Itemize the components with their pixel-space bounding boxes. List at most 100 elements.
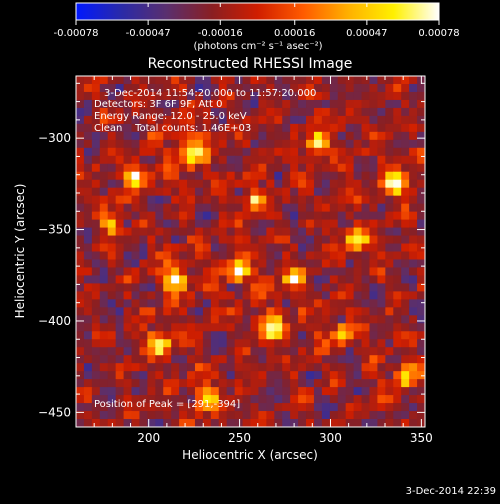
heatmap-cell: [401, 163, 410, 173]
heatmap-cell: [91, 91, 101, 101]
heatmap-cell: [401, 195, 410, 205]
heatmap-cell: [194, 299, 204, 308]
heatmap-cell: [115, 203, 125, 213]
heatmap-cell: [417, 155, 425, 165]
heatmap-cell: [306, 195, 315, 205]
heatmap-cell: [345, 76, 355, 85]
heatmap-cell: [99, 379, 109, 388]
heatmap-cell: [282, 219, 291, 229]
heatmap-cell: [210, 315, 220, 324]
heatmap-cell: [329, 99, 339, 109]
heatmap-cell: [417, 171, 425, 181]
heatmap-cell: [345, 179, 355, 189]
heatmap-cell: [155, 315, 164, 324]
heatmap-cell: [417, 139, 425, 149]
heatmap-cell: [187, 219, 196, 229]
heatmap-cell: [298, 419, 307, 427]
heatmap-cell: [385, 379, 394, 388]
heatmap-cell: [321, 355, 331, 364]
heatmap-cell: [329, 195, 339, 205]
heatmap-cell: [290, 387, 299, 396]
heatmap-cell: [321, 203, 331, 213]
heatmap-cell: [369, 171, 379, 181]
heatmap-cell: [131, 419, 141, 427]
heatmap-cell: [131, 371, 141, 380]
heatmap-cell: [155, 251, 164, 261]
heatmap-cell: [361, 267, 371, 277]
heatmap-cell: [179, 187, 188, 197]
heatmap-cell: [226, 91, 236, 101]
heatmap-cell: [313, 395, 323, 404]
heatmap-cell: [202, 91, 212, 101]
heatmap-cell: [290, 243, 299, 253]
heatmap-cell: [369, 347, 379, 356]
heatmap-cell: [210, 195, 220, 205]
heatmap-cell: [266, 387, 275, 396]
heatmap-cell: [163, 195, 172, 205]
heatmap-cell: [385, 323, 394, 332]
heatmap-cell: [202, 363, 212, 372]
heatmap-cell: [266, 355, 275, 364]
heatmap-cell: [345, 403, 355, 412]
heatmap-cell: [266, 259, 275, 269]
heatmap-cell: [266, 339, 275, 348]
heatmap-cell: [234, 171, 244, 181]
heatmap-cell: [321, 147, 331, 157]
heatmap-cell: [329, 147, 339, 157]
heatmap-cell: [202, 307, 212, 316]
heatmap-cell: [187, 299, 196, 308]
heatmap-cell: [393, 259, 402, 269]
heatmap-cell: [242, 291, 252, 300]
heatmap-cell: [242, 299, 252, 308]
heatmap-cell: [115, 339, 125, 348]
heatmap-cell: [194, 115, 204, 125]
heatmap-cell: [202, 291, 212, 300]
heatmap-cell: [218, 315, 228, 324]
heatmap-cell: [234, 99, 244, 109]
heatmap-cell: [123, 387, 133, 396]
heatmap-cell: [163, 163, 172, 173]
heatmap-cell: [155, 323, 164, 332]
heatmap-cell: [345, 147, 355, 157]
heatmap-cell: [226, 363, 236, 372]
heatmap-cell: [361, 243, 371, 253]
heatmap-cell: [401, 411, 410, 420]
heatmap-cell: [83, 195, 93, 205]
heatmap-cell: [337, 251, 347, 261]
heatmap-cell: [361, 155, 371, 165]
heatmap-cell: [282, 91, 291, 101]
heatmap-cell: [99, 139, 109, 149]
heatmap-cell: [385, 195, 394, 205]
heatmap-cell: [202, 347, 212, 356]
heatmap-cell: [266, 147, 275, 157]
heatmap-cell: [417, 291, 425, 300]
heatmap-cell: [266, 195, 275, 205]
heatmap-cell: [179, 107, 188, 117]
heatmap-cell: [369, 331, 379, 340]
heatmap-cell: [210, 107, 220, 117]
heatmap-cell: [210, 91, 220, 101]
heatmap-cell: [417, 299, 425, 308]
heatmap-cell: [210, 83, 220, 93]
heatmap-cell: [226, 395, 236, 404]
heatmap-cell: [83, 339, 93, 348]
heatmap-cell: [131, 275, 141, 285]
heatmap-cell: [345, 355, 355, 364]
heatmap-cell: [393, 363, 402, 372]
y-tick-label: −300: [38, 131, 71, 145]
heatmap-cell: [250, 155, 260, 165]
heatmap-cell: [210, 235, 220, 245]
heatmap-cell: [115, 76, 125, 85]
heatmap-cell: [107, 107, 117, 117]
heatmap-cell: [107, 147, 117, 157]
heatmap-cell: [139, 235, 148, 245]
heatmap-cell: [306, 91, 315, 101]
heatmap-cell: [345, 331, 355, 340]
heatmap-cell: [361, 219, 371, 229]
heatmap-cell: [226, 251, 236, 261]
heatmap-cell: [139, 419, 148, 427]
heatmap-cell: [313, 83, 323, 93]
heatmap-cell: [353, 76, 363, 85]
heatmap-cell: [337, 147, 347, 157]
heatmap-cell: [139, 283, 148, 292]
